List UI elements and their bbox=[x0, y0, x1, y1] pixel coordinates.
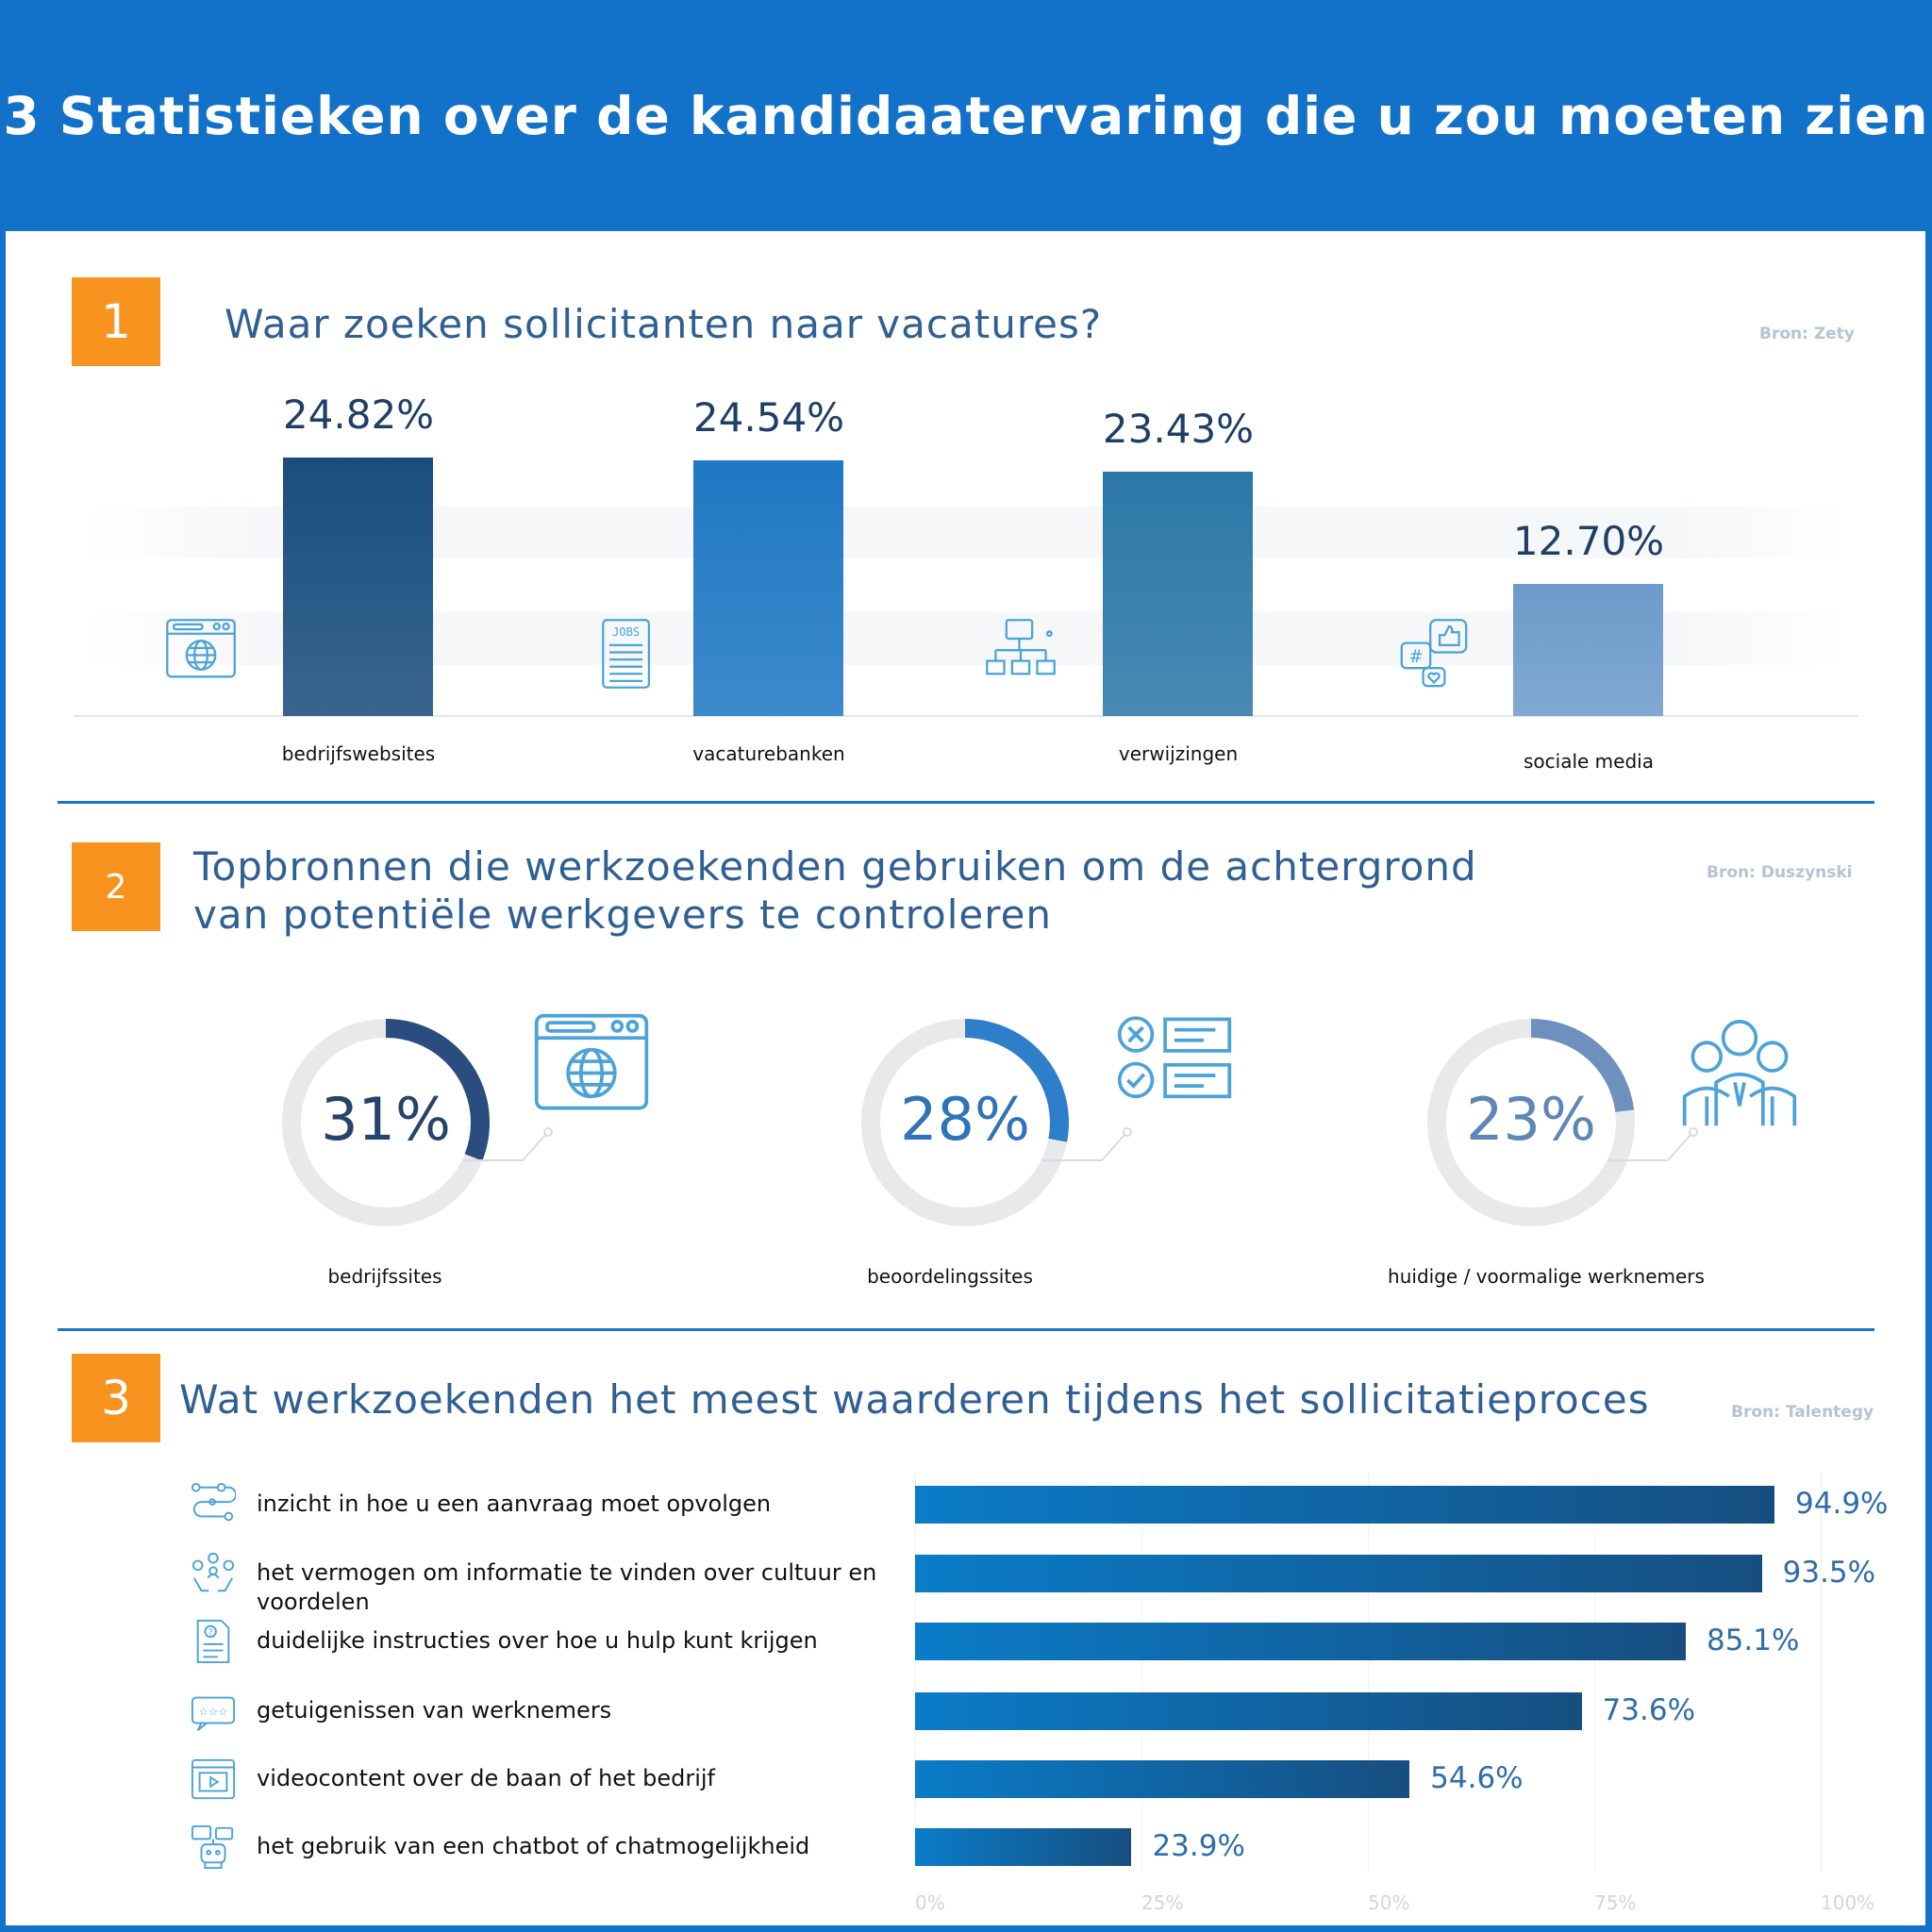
hbar bbox=[915, 1760, 1410, 1798]
category-label: bedrijfswebsites bbox=[281, 742, 436, 765]
title-line: van potentiële werkgevers te controleren bbox=[193, 891, 1053, 938]
connector-line bbox=[1607, 1133, 1692, 1161]
hbar-value-label: 73.6% bbox=[1602, 1693, 1696, 1727]
row-label: inzicht in hoe u een aanvraag moet opvol… bbox=[257, 1491, 772, 1517]
network-icon bbox=[985, 618, 1057, 683]
section-2-source: Bron: Duszynski bbox=[1707, 863, 1853, 882]
donut-value: 23% bbox=[1466, 1085, 1596, 1154]
row-label: duidelijke instructies over hoe u hulp k… bbox=[257, 1627, 818, 1654]
hbar bbox=[915, 1486, 1775, 1524]
donut-label: beoordelingssites bbox=[867, 1265, 1033, 1288]
row-label: het gebruik van een chatbot of chatmogel… bbox=[257, 1833, 810, 1859]
section-1-source: Bron: Zety bbox=[1759, 325, 1855, 343]
donut-arc bbox=[282, 1019, 490, 1226]
employees-icon bbox=[1681, 1012, 1798, 1133]
header: 3 Statistieken over de kandidaatervaring… bbox=[0, 0, 1932, 231]
section-1-badge: 1 bbox=[72, 277, 160, 366]
checklist-icon bbox=[1116, 1012, 1233, 1104]
connector-line bbox=[1041, 1133, 1126, 1161]
category-label: vacaturebanken bbox=[692, 742, 845, 765]
hbar bbox=[915, 1555, 1762, 1592]
donut-label: huidige / voormalige werknemers bbox=[1388, 1265, 1705, 1288]
connector-dot bbox=[1123, 1127, 1132, 1137]
svg-text:?: ? bbox=[208, 1627, 213, 1638]
section-3-title: Wat werkzoekenden het meest waarderen ti… bbox=[179, 1376, 1650, 1423]
x-tick-label: 0% bbox=[915, 1891, 945, 1914]
culture-icon bbox=[191, 1551, 236, 1600]
hbar-value-label: 23.9% bbox=[1152, 1829, 1245, 1863]
donut-value: 28% bbox=[900, 1085, 1030, 1154]
donut-arc bbox=[1427, 1019, 1635, 1226]
donut-2 bbox=[1408, 1000, 1720, 1245]
browser-globe-icon bbox=[533, 1012, 650, 1115]
hbar-value-label: 94.9% bbox=[1795, 1487, 1889, 1521]
category-label: sociale media bbox=[1524, 750, 1654, 773]
hbar bbox=[915, 1623, 1686, 1660]
workflow-icon bbox=[191, 1482, 237, 1531]
title-line: Topbronnen die werkzoekenden gebruiken o… bbox=[193, 843, 1477, 890]
x-tick-label: 75% bbox=[1594, 1891, 1637, 1914]
hbar-value-label: 85.1% bbox=[1706, 1624, 1800, 1657]
bar-value-label: 23.43% bbox=[1102, 406, 1255, 453]
donut-arc bbox=[861, 1019, 1069, 1226]
bar-value-label: 24.82% bbox=[282, 391, 435, 438]
baseline bbox=[74, 715, 1858, 717]
section-2-title: Topbronnen die werkzoekenden gebruiken o… bbox=[193, 842, 1477, 939]
hbar bbox=[915, 1692, 1582, 1730]
svg-text:JOBS: JOBS bbox=[612, 625, 640, 639]
connector-line bbox=[461, 1133, 547, 1161]
gridline bbox=[1141, 1472, 1142, 1873]
bar-sociale-media bbox=[1513, 583, 1663, 716]
bar-verwijzingen bbox=[1103, 472, 1253, 716]
section-1-title: Waar zoeken sollicitanten naar vacatures… bbox=[225, 301, 1103, 347]
donut-value: 31% bbox=[321, 1085, 451, 1154]
gridline bbox=[1821, 1472, 1822, 1873]
divider bbox=[58, 1328, 1874, 1331]
page-title: 3 Statistieken over de kandidaatervaring… bbox=[3, 85, 1929, 146]
jobs-list-icon: JOBS bbox=[601, 618, 651, 693]
bar-value-label: 24.54% bbox=[692, 394, 845, 441]
row-label: videocontent over de baan of het bedrijf bbox=[257, 1765, 715, 1791]
divider bbox=[58, 801, 1874, 804]
social-media-icon: # bbox=[1398, 618, 1470, 693]
testimonial-icon: ☆☆☆ bbox=[191, 1689, 236, 1738]
gridline bbox=[1594, 1472, 1595, 1873]
connector-dot bbox=[1689, 1127, 1698, 1137]
video-icon bbox=[191, 1757, 236, 1806]
gridline bbox=[915, 1472, 916, 1873]
svg-text:#: # bbox=[1408, 647, 1423, 667]
gridline bbox=[1368, 1472, 1369, 1873]
donut-1 bbox=[842, 1000, 1154, 1245]
connector-dot bbox=[543, 1127, 553, 1137]
bar-value-label: 12.70% bbox=[1512, 517, 1665, 564]
x-tick-label: 50% bbox=[1368, 1891, 1410, 1914]
bar-bedrijfswebsites bbox=[283, 458, 433, 716]
hbar-value-label: 54.6% bbox=[1430, 1761, 1524, 1795]
x-tick-label: 25% bbox=[1141, 1891, 1184, 1914]
donut-label: bedrijfssites bbox=[327, 1265, 442, 1288]
donut-0 bbox=[263, 1000, 575, 1245]
section-3-badge: 3 bbox=[72, 1354, 160, 1442]
section-3-source: Bron: Talentegy bbox=[1731, 1403, 1874, 1422]
hbar-value-label: 93.5% bbox=[1782, 1556, 1876, 1590]
row-label: getuigenissen van werknemers bbox=[257, 1697, 612, 1724]
x-tick-label: 100% bbox=[1821, 1891, 1875, 1914]
chatbot-icon bbox=[191, 1824, 236, 1874]
bar-vacaturebanken bbox=[693, 460, 843, 716]
browser-globe-icon bbox=[165, 618, 237, 683]
help-document-icon: ? bbox=[191, 1619, 236, 1668]
category-label: verwijzingen bbox=[1118, 742, 1239, 765]
row-label: het vermogen om informatie te vinden ove… bbox=[257, 1559, 877, 1615]
hbar bbox=[915, 1828, 1132, 1866]
svg-text:☆☆☆: ☆☆☆ bbox=[199, 1705, 228, 1718]
section-2-badge: 2 bbox=[72, 842, 160, 931]
